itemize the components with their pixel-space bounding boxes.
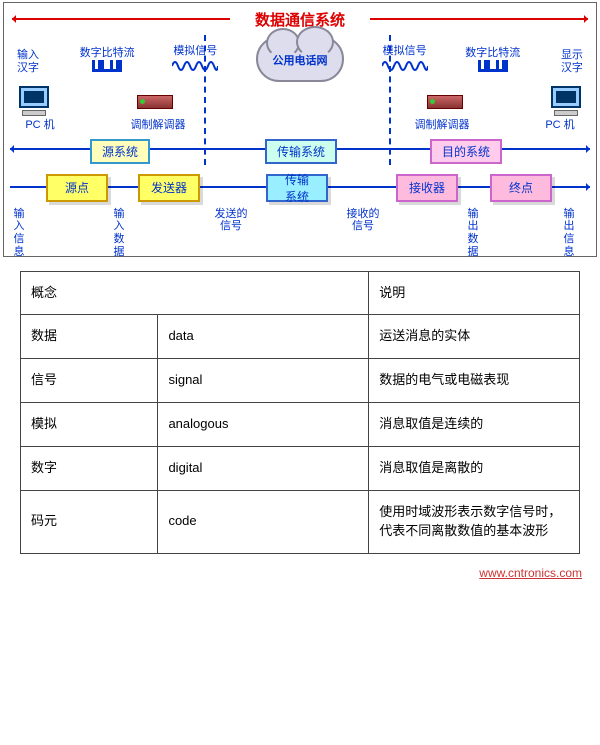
table-cell: 模拟 <box>21 403 158 447</box>
comm-system-diagram: 数据通信系统 输入 汉字 数字比特流 模拟信号 公用电话网 模拟信号 数字比特流… <box>3 2 597 257</box>
system-box-source: 源系统 <box>90 139 150 164</box>
label-display-hanzi: 显示 汉字 <box>558 49 586 74</box>
label-analog-l: 模拟信号 <box>172 45 218 58</box>
vlabel-5: 输 出 信 息 <box>562 208 576 259</box>
system-box-transmit: 传输系统 <box>265 139 337 164</box>
pc-icon-r <box>546 86 586 118</box>
title-arrow-left <box>12 18 230 20</box>
table-cell: data <box>158 315 369 359</box>
table-cell: 消息取值是连续的 <box>369 403 580 447</box>
diagram-title: 数据通信系统 <box>255 12 345 29</box>
table-cell: signal <box>158 359 369 403</box>
vlabel-3: 接收的信号 <box>342 208 384 233</box>
table-header-row: 概念 说明 <box>21 271 580 315</box>
table-cell: 数字 <box>21 447 158 491</box>
flow-row: 源点发送器传输 系统接收器终点 输 入 信 息输 入 数 据发送的信号接收的信号… <box>10 170 590 250</box>
cloud-network: 公用电话网 <box>256 36 344 88</box>
bitstream-icon-r <box>478 60 508 72</box>
table-cell: analogous <box>158 403 369 447</box>
table-cell: digital <box>158 447 369 491</box>
analog-wave-icon-l <box>172 58 218 74</box>
vlabel-1: 输 入 数 据 <box>112 208 126 259</box>
table-cell: 数据 <box>21 315 158 359</box>
modem-label-l: 调制解调器 <box>131 119 186 132</box>
vlabel-2: 发送的信号 <box>210 208 252 233</box>
table-cell: 数据的电气或电磁表现 <box>369 359 580 403</box>
flow-box-1: 发送器 <box>138 174 200 202</box>
systems-row: 源系统 传输系统 目的系统 <box>10 136 590 162</box>
label-bitstream-r: 数字比特流 <box>465 47 520 60</box>
concepts-table: 概念 说明 数据data运送消息的实体信号signal数据的电气或电磁表现模拟a… <box>20 271 580 554</box>
flow-box-3: 接收器 <box>396 174 458 202</box>
table-cell: 码元 <box>21 490 158 553</box>
device-labels-row: PC 机 调制解调器 调制解调器 PC 机 <box>20 119 580 132</box>
vlabel-0: 输 入 信 息 <box>12 208 26 259</box>
table-cell: code <box>158 490 369 553</box>
modem-icon-r <box>427 95 463 109</box>
table-cell: 使用时域波形表示数字信号时，代表不同离散数值的基本波形 <box>369 490 580 553</box>
modem-label-r: 调制解调器 <box>415 119 470 132</box>
pc-label-l: PC 机 <box>20 119 60 132</box>
pc-icon-l <box>14 86 54 118</box>
modem-icon-l <box>137 95 173 109</box>
table-row: 码元code使用时域波形表示数字信号时，代表不同离散数值的基本波形 <box>21 490 580 553</box>
flow-box-2: 传输 系统 <box>266 174 328 202</box>
hardware-row: 输入 汉字 数字比特流 模拟信号 公用电话网 模拟信号 数字比特流 显示 汉字 <box>14 36 586 88</box>
label-bitstream-l: 数字比特流 <box>80 47 135 60</box>
table-row: 数据data运送消息的实体 <box>21 315 580 359</box>
device-icons-row <box>14 86 586 118</box>
footer: www.cntronics.com <box>0 560 600 586</box>
footer-link[interactable]: www.cntronics.com <box>479 566 582 580</box>
table-row: 信号signal数据的电气或电磁表现 <box>21 359 580 403</box>
table-cell: 信号 <box>21 359 158 403</box>
bitstream-icon-l <box>92 60 122 72</box>
th-desc: 说明 <box>369 271 580 315</box>
label-input-hanzi: 输入 汉字 <box>14 49 42 74</box>
table-cell: 运送消息的实体 <box>369 315 580 359</box>
system-box-dest: 目的系统 <box>430 139 502 164</box>
flow-box-0: 源点 <box>46 174 108 202</box>
pc-label-r: PC 机 <box>540 119 580 132</box>
title-arrow-right <box>370 18 588 20</box>
flow-box-4: 终点 <box>490 174 552 202</box>
vlabel-4: 输 出 数 据 <box>466 208 480 259</box>
table-row: 数字digital消息取值是离散的 <box>21 447 580 491</box>
table-row: 模拟analogous消息取值是连续的 <box>21 403 580 447</box>
table-cell: 消息取值是离散的 <box>369 447 580 491</box>
cloud-label: 公用电话网 <box>256 52 344 68</box>
th-concept: 概念 <box>21 271 369 315</box>
diagram-title-row: 数据通信系统 <box>8 9 592 30</box>
